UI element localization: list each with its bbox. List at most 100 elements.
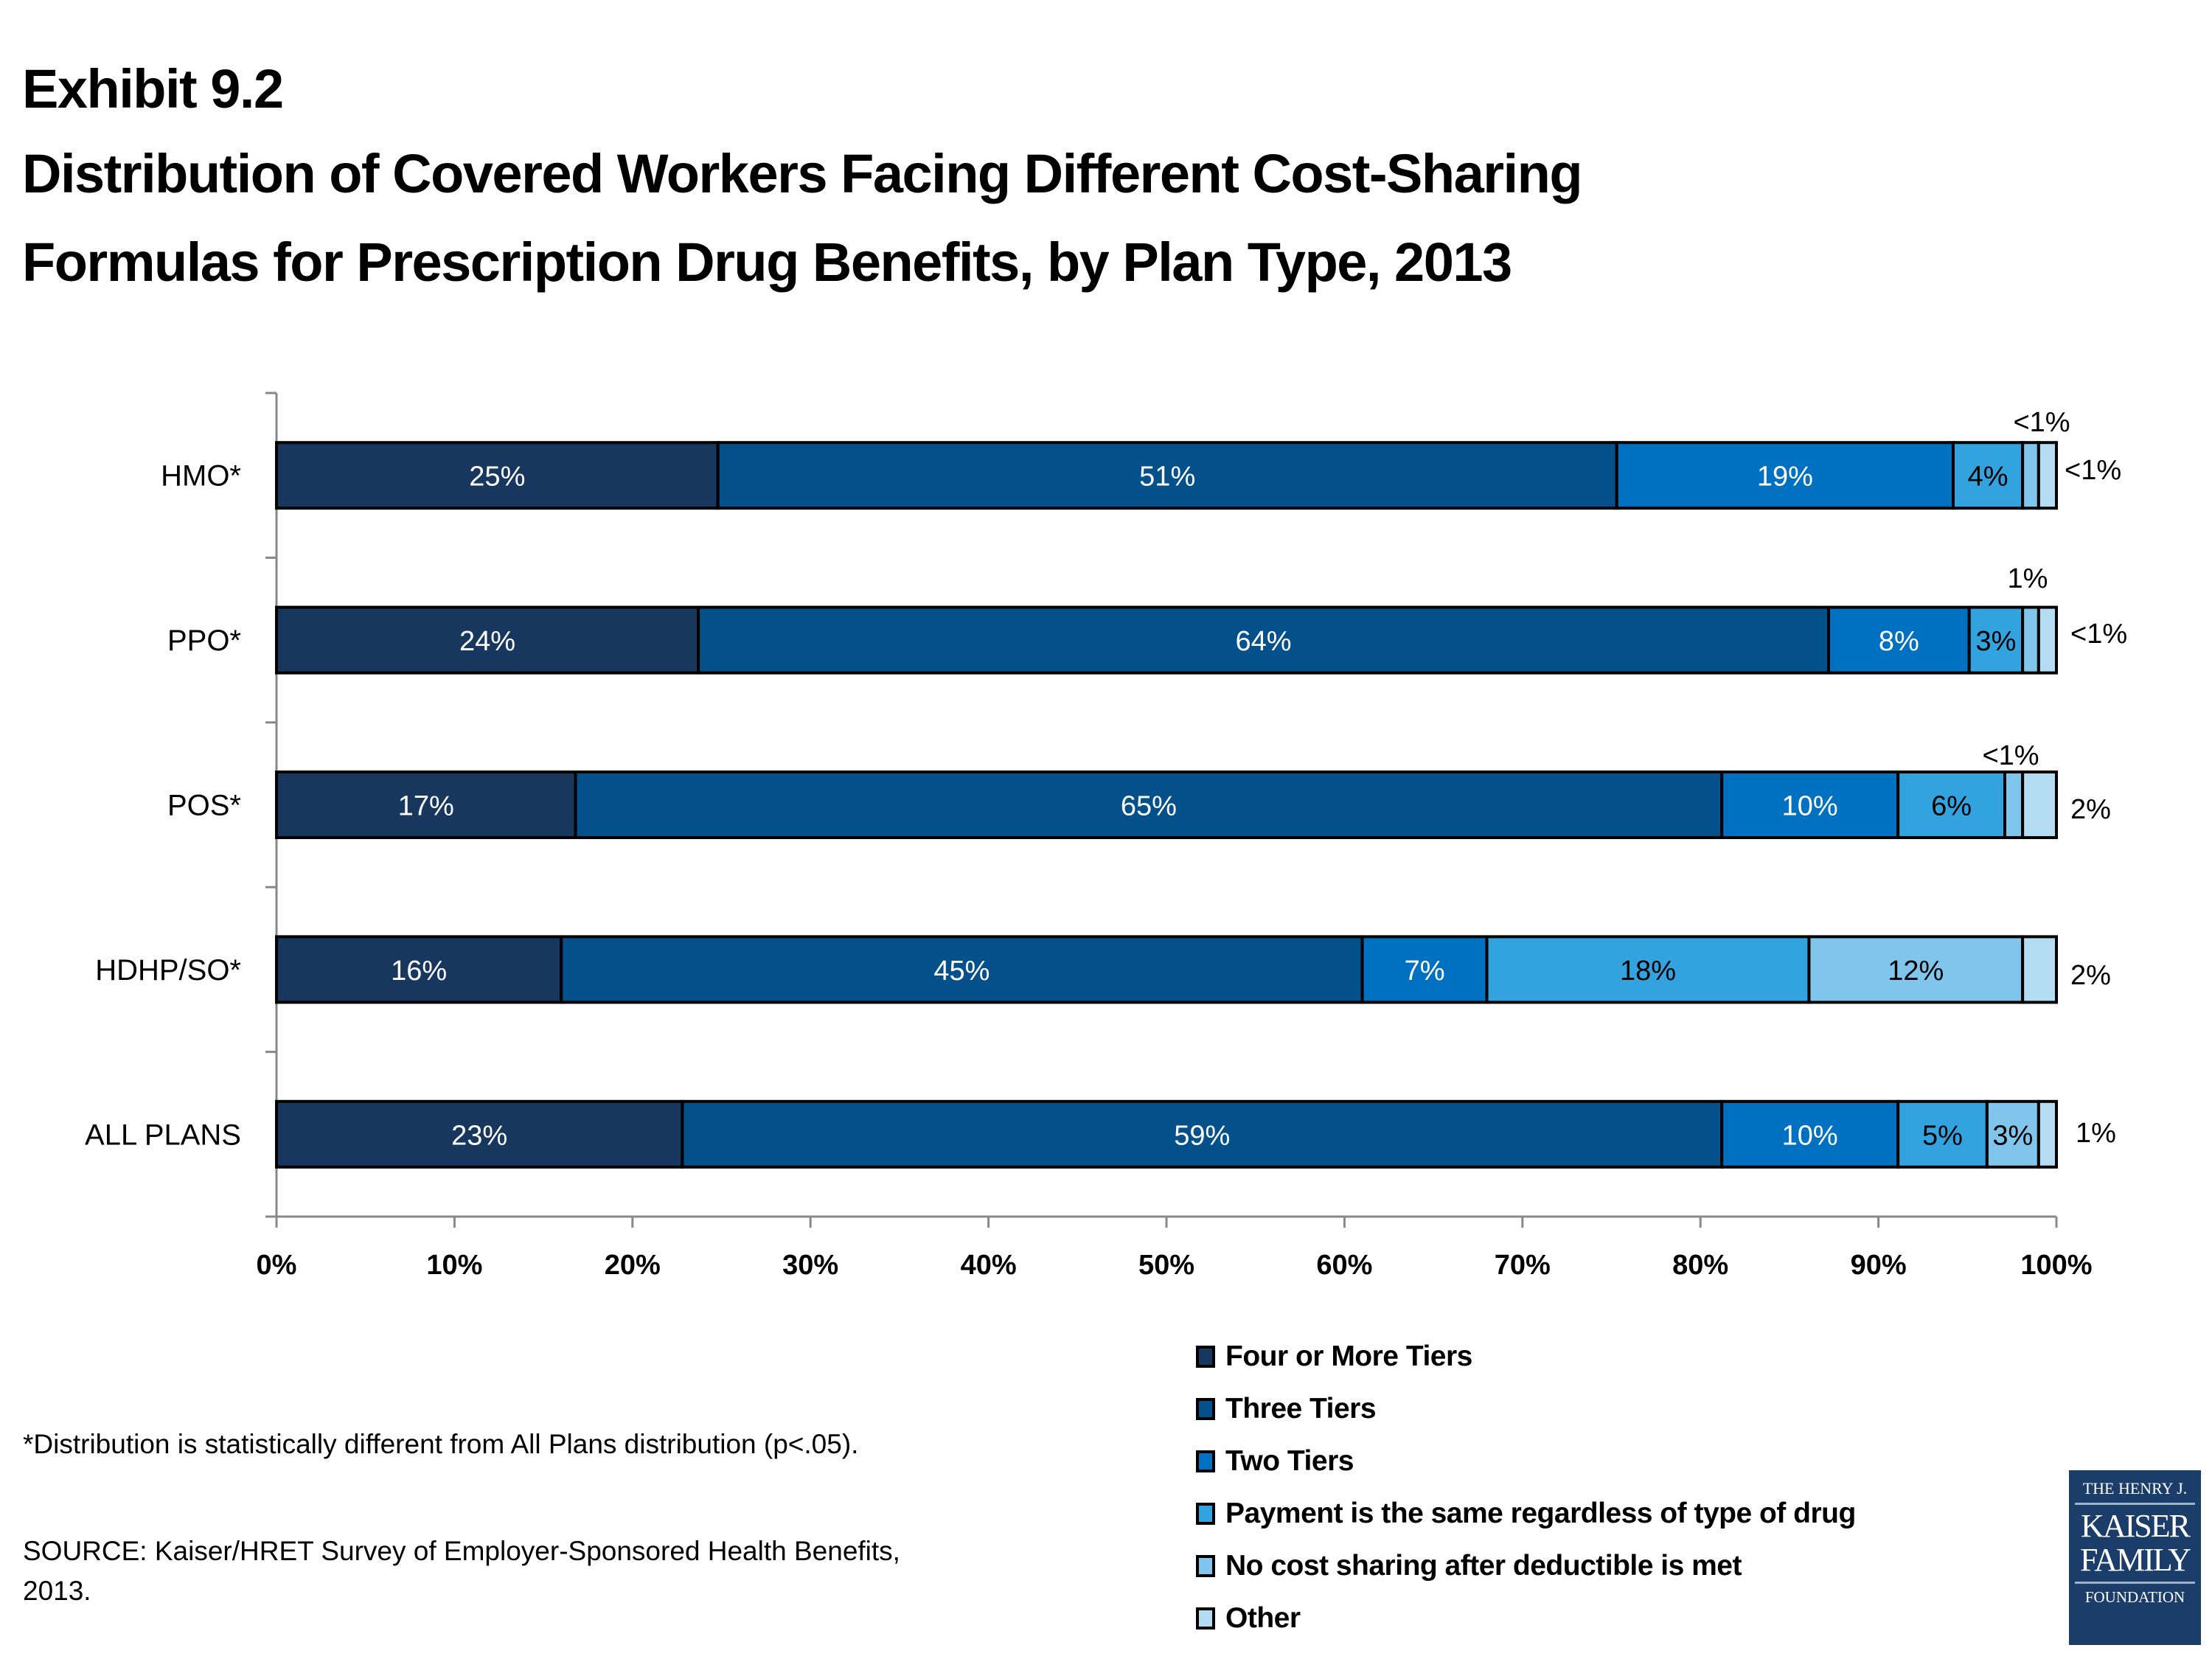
source-line1: SOURCE: Kaiser/HRET Survey of Employer-S… — [23, 1536, 900, 1566]
x-tick-label: 70% — [1495, 1250, 1551, 1281]
x-tick-label: 60% — [1316, 1250, 1372, 1281]
footnote: *Distribution is statistically different… — [23, 1429, 859, 1459]
data-label: 8% — [1879, 626, 1919, 657]
data-label: 19% — [1757, 462, 1813, 493]
data-label: 5% — [1922, 1120, 1963, 1151]
data-label: 10% — [1782, 791, 1838, 822]
legend-label: Four or More Tiers — [1225, 1340, 1472, 1372]
data-label: 3% — [1975, 626, 2016, 657]
data-label: 3% — [1992, 1120, 2033, 1151]
exhibit-number: Exhibit 9.2 — [22, 58, 284, 119]
bar-segment — [716, 441, 1618, 510]
x-tick-label: 30% — [782, 1250, 838, 1281]
bar-segment — [275, 1099, 684, 1169]
data-label: 2% — [2070, 794, 2111, 825]
data-label: 2% — [2070, 960, 2111, 991]
bar-segment — [2021, 935, 2059, 1004]
bar-segment — [1967, 605, 2025, 675]
data-label: 17% — [398, 791, 454, 822]
bar-segment — [2037, 441, 2059, 510]
x-tick-label: 90% — [1851, 1250, 1907, 1281]
logo-line2: KAISER — [2081, 1508, 2191, 1544]
category-label: HMO* — [161, 460, 241, 493]
category-label: HDHP/SO* — [95, 954, 241, 987]
legend-label: Three Tiers — [1225, 1393, 1377, 1425]
data-label: 25% — [469, 462, 525, 493]
data-label: 59% — [1174, 1120, 1230, 1151]
bar-segment — [574, 771, 1724, 839]
data-label: <1% — [2013, 407, 2070, 438]
kff-logo: THE HENRY J. KAISER FAMILY FOUNDATION — [2069, 1470, 2201, 1645]
data-label: 23% — [451, 1120, 507, 1151]
source-line2: 2013. — [23, 1576, 91, 1606]
bar-segment — [1360, 935, 1489, 1004]
legend-item: No cost sharing after deductible is met — [1196, 1544, 1742, 1588]
bar-segment — [2021, 771, 2059, 839]
data-label: 24% — [459, 626, 515, 657]
data-label: 6% — [1931, 791, 1972, 822]
x-tick-label: 0% — [257, 1250, 297, 1281]
data-label: 12% — [1888, 956, 1944, 987]
bar-segment — [1485, 935, 1811, 1004]
bar-segment — [1615, 441, 1955, 510]
data-label: 64% — [1236, 626, 1292, 657]
stacked-bar-chart: 0% 10% 20% 30% 40% 50% 60% 70% 80% 90% 100% HMO* 25%… — [85, 392, 2127, 1281]
bar-segment — [1720, 771, 1900, 839]
bar-segment — [1807, 935, 2025, 1004]
data-label: 45% — [933, 956, 990, 987]
data-label: 1% — [2076, 1118, 2116, 1149]
legend-swatch — [1196, 1555, 1215, 1577]
category-label: ALL PLANS — [85, 1119, 241, 1151]
data-label: 10% — [1782, 1120, 1838, 1151]
legend-swatch — [1196, 1346, 1215, 1368]
chart-title-line2: Formulas for Prescription Drug Benefits,… — [22, 232, 1512, 293]
data-label: 65% — [1121, 791, 1177, 822]
data-label: <1% — [2065, 455, 2121, 486]
bar-segment — [697, 605, 1831, 675]
category-label: PPO* — [167, 625, 241, 657]
data-label: 4% — [1968, 462, 2008, 493]
bar-segment — [2037, 1099, 2059, 1169]
bar-segment — [1896, 1099, 1989, 1169]
data-label: 7% — [1405, 956, 1445, 987]
logo-line3: FAMILY — [2079, 1542, 2191, 1578]
legend-label: Other — [1225, 1602, 1301, 1634]
bar-segment — [2003, 771, 2025, 839]
data-label: 18% — [1620, 956, 1676, 987]
data-label: 16% — [391, 956, 447, 987]
legend-item: Two Tiers — [1196, 1439, 1354, 1484]
bar-segment — [275, 771, 577, 839]
chart-title-line1: Distribution of Covered Workers Facing D… — [22, 143, 1583, 204]
bar-segment — [275, 441, 720, 510]
x-tick-label: 80% — [1672, 1250, 1728, 1281]
bar-segment — [2021, 605, 2040, 675]
legend-swatch — [1196, 1607, 1215, 1630]
bar-segment — [1720, 1099, 1900, 1169]
category-label: POS* — [167, 790, 241, 822]
legend-item: Other — [1196, 1596, 1301, 1641]
legend-swatch — [1196, 1398, 1215, 1420]
bar-segment — [2021, 441, 2040, 510]
logo-line1: THE HENRY J. — [2082, 1479, 2188, 1498]
x-tick-label: 50% — [1138, 1250, 1194, 1281]
data-label: 51% — [1139, 462, 1195, 493]
legend-label: Payment is the same regardless of type o… — [1225, 1498, 1856, 1529]
data-label: <1% — [1982, 740, 2039, 771]
legend-item: Three Tiers — [1196, 1387, 1377, 1431]
x-tick-label: 40% — [961, 1250, 1017, 1281]
bar-segment — [275, 605, 700, 675]
x-tick-label: 10% — [426, 1250, 482, 1281]
legend-swatch — [1196, 1450, 1215, 1472]
bar-segment — [2037, 605, 2059, 675]
data-label: 1% — [2008, 563, 2048, 594]
logo-line4: FOUNDATION — [2084, 1588, 2185, 1606]
data-label: <1% — [2070, 619, 2127, 650]
x-tick-label: 100% — [2020, 1250, 2092, 1281]
x-tick-label: 20% — [605, 1250, 661, 1281]
bar-segment — [560, 935, 1364, 1004]
legend-label: Two Tiers — [1225, 1445, 1354, 1477]
legend-item: Payment is the same regardless of type o… — [1196, 1492, 1856, 1536]
legend-swatch — [1196, 1503, 1215, 1525]
legend-label: No cost sharing after deductible is met — [1225, 1550, 1742, 1582]
legend-item: Four or More Tiers — [1196, 1335, 1472, 1379]
